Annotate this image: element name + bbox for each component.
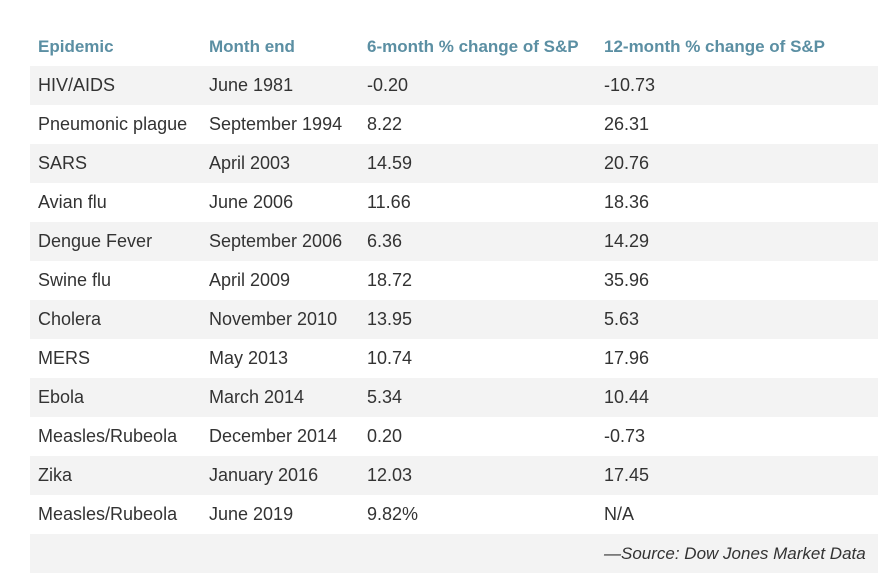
table-row: Cholera November 2010 13.95 5.63 <box>30 300 878 339</box>
twelve-month-change-cell: N/A <box>604 504 635 524</box>
table-row: MERS May 2013 10.74 17.96 <box>30 339 878 378</box>
table-row: Ebola March 2014 5.34 10.44 <box>30 378 878 417</box>
epidemic-cell: Zika <box>38 465 73 485</box>
header-6-month-change: 6-month % change of S&P <box>367 36 579 56</box>
month-end-cell: September 2006 <box>209 231 343 251</box>
six-month-change-cell: 14.59 <box>367 153 413 173</box>
table-row: Measles/Rubeola December 2014 0.20 -0.73 <box>30 417 878 456</box>
month-end-cell: September 1994 <box>209 114 343 134</box>
month-end-cell: June 2006 <box>209 192 294 212</box>
month-end-cell: April 2003 <box>209 153 291 173</box>
month-end-cell: December 2014 <box>209 426 338 446</box>
table-row: Zika January 2016 12.03 17.45 <box>30 456 878 495</box>
epidemic-cell: Measles/Rubeola <box>38 426 178 446</box>
epidemic-sp-table: Epidemic Month end 6-month % change of S… <box>30 27 878 573</box>
six-month-change-cell: 13.95 <box>367 309 413 329</box>
source-note: —Source: Dow Jones Market Data <box>604 543 866 563</box>
month-end-cell: June 2019 <box>209 504 294 524</box>
epidemic-cell: HIV/AIDS <box>38 75 116 95</box>
table-row: Pneumonic plague September 1994 8.22 26.31 <box>30 105 878 144</box>
source-row: —Source: Dow Jones Market Data <box>30 534 878 573</box>
table-row: Avian flu June 2006 11.66 18.36 <box>30 183 878 222</box>
six-month-change-cell: 5.34 <box>367 387 403 407</box>
month-end-cell: May 2013 <box>209 348 289 368</box>
epidemic-cell: Cholera <box>38 309 102 329</box>
twelve-month-change-cell: 20.76 <box>604 153 650 173</box>
month-end-cell: March 2014 <box>209 387 305 407</box>
six-month-change-cell: 18.72 <box>367 270 413 290</box>
table-header-row: Epidemic Month end 6-month % change of S… <box>30 27 878 66</box>
six-month-change-cell: 8.22 <box>367 114 403 134</box>
twelve-month-change-cell: 17.96 <box>604 348 650 368</box>
epidemic-cell: SARS <box>38 153 88 173</box>
header-12-month-change: 12-month % change of S&P <box>604 36 826 56</box>
table-row: SARS April 2003 14.59 20.76 <box>30 144 878 183</box>
month-end-cell: November 2010 <box>209 309 338 329</box>
six-month-change-cell: 9.82% <box>367 504 419 524</box>
six-month-change-cell: 6.36 <box>367 231 403 251</box>
twelve-month-change-cell: -0.73 <box>604 426 646 446</box>
table-row: Measles/Rubeola June 2019 9.82% N/A <box>30 495 878 534</box>
epidemic-cell: Avian flu <box>38 192 107 212</box>
header-month-end: Month end <box>209 36 295 56</box>
six-month-change-cell: 0.20 <box>367 426 403 446</box>
epidemic-cell: Swine flu <box>38 270 112 290</box>
six-month-change-cell: -0.20 <box>367 75 409 95</box>
twelve-month-change-cell: 14.29 <box>604 231 650 251</box>
table-row: Dengue Fever September 2006 6.36 14.29 <box>30 222 878 261</box>
twelve-month-change-cell: 26.31 <box>604 114 650 134</box>
epidemic-cell: MERS <box>38 348 91 368</box>
epidemic-cell: Measles/Rubeola <box>38 504 178 524</box>
six-month-change-cell: 11.66 <box>367 192 411 212</box>
six-month-change-cell: 10.74 <box>367 348 413 368</box>
table-row: Swine flu April 2009 18.72 35.96 <box>30 261 878 300</box>
twelve-month-change-cell: 35.96 <box>604 270 650 290</box>
table-row: HIV/AIDS June 1981 -0.20 -10.73 <box>30 66 878 105</box>
epidemic-cell: Pneumonic plague <box>38 114 188 134</box>
twelve-month-change-cell: 17.45 <box>604 465 650 485</box>
twelve-month-change-cell: -10.73 <box>604 75 656 95</box>
epidemic-cell: Dengue Fever <box>38 231 153 251</box>
six-month-change-cell: 12.03 <box>367 465 413 485</box>
epidemic-cell: Ebola <box>38 387 85 407</box>
month-end-cell: January 2016 <box>209 465 319 485</box>
twelve-month-change-cell: 5.63 <box>604 309 640 329</box>
header-epidemic: Epidemic <box>38 36 114 56</box>
month-end-cell: April 2009 <box>209 270 291 290</box>
table-body: HIV/AIDS June 1981 -0.20 -10.73 Pneumonic pl… <box>30 66 878 534</box>
twelve-month-change-cell: 10.44 <box>604 387 650 407</box>
month-end-cell: June 1981 <box>209 75 294 95</box>
twelve-month-change-cell: 18.36 <box>604 192 650 212</box>
